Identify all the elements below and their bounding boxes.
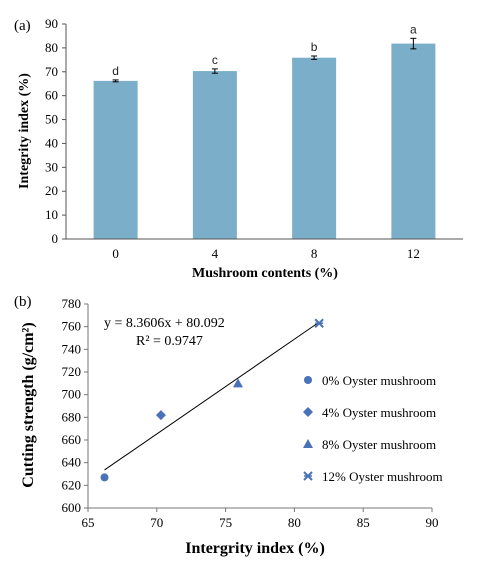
significance-letter: b <box>311 40 318 54</box>
panel-b-x-tick-label: 80 <box>288 515 301 530</box>
panel-b-y-ticks: 600 620 640 660 680 700 720 740 760 780 <box>62 296 88 515</box>
panel-a-y-tick-label: 70 <box>45 64 58 79</box>
panel-a-y-tick-label: 30 <box>45 159 58 174</box>
panel-a-y-tick-label: 80 <box>45 40 58 55</box>
panel-a-y-tick-label: 20 <box>45 183 58 198</box>
panel-a-y-tick-label: 0 <box>52 231 59 246</box>
panel-b-x-tick-label: 70 <box>150 515 163 530</box>
panel-b-x-tick-label: 75 <box>219 515 232 530</box>
panel-a-y-ticks: 0 10 20 30 40 50 60 70 80 90 <box>45 16 66 246</box>
bar <box>391 43 436 239</box>
panel-b-legend: 0% Oyster mushroom 4% Oyster mushroom 8% O… <box>303 373 443 484</box>
trendline <box>104 321 320 471</box>
r-squared: R² = 0.9747 <box>136 334 203 349</box>
panel-b-y-tick-label: 760 <box>62 319 82 334</box>
bar <box>292 57 337 239</box>
panel-b-y-tick-label: 680 <box>62 409 82 424</box>
data-point <box>100 473 109 482</box>
panel-b-y-tick-label: 640 <box>62 455 82 470</box>
significance-letter: a <box>410 22 417 36</box>
data-point <box>314 318 324 328</box>
panel-a-x-tick-label: 12 <box>407 246 420 261</box>
panel-b-x-title: Intergrity index (%) <box>185 540 325 557</box>
panel-a-x-tick-label: 4 <box>212 246 219 261</box>
panel-b-y-tick-label: 620 <box>62 477 82 492</box>
panel-b-y-tick-label: 600 <box>62 500 82 515</box>
legend-label: 4% Oyster mushroom <box>322 405 436 420</box>
panel-a-x-tick-label: 0 <box>112 246 119 261</box>
legend-label: 8% Oyster mushroom <box>322 437 436 452</box>
panel-a-x-ticks: 0 4 8 12 <box>112 246 420 261</box>
bar <box>192 71 237 239</box>
panel-a-y-tick-label: 90 <box>45 16 58 31</box>
panel-b-label: (b) <box>14 294 32 310</box>
panel-a-y-tick-label: 50 <box>45 112 58 127</box>
bar <box>93 80 138 239</box>
panel-b-y-title: Cutting strength (g/cm²) <box>20 322 37 487</box>
panel-a-label: (a) <box>14 18 31 34</box>
panel-a-y-title: Integrity index (%) <box>17 73 32 189</box>
panel-a-y-tick-label: 10 <box>45 207 58 222</box>
panel-b: (b) 600 620 640 660 680 700 720 740 760 780 65 70 7… <box>14 294 443 557</box>
legend-label: 12% Oyster mushroom <box>322 469 443 484</box>
panel-b-points <box>100 318 324 482</box>
significance-letter: d <box>112 64 119 78</box>
data-point <box>232 378 243 388</box>
legend-marker <box>304 376 312 384</box>
panel-a-y-tick-label: 60 <box>45 88 58 103</box>
panel-b-y-tick-label: 740 <box>62 341 82 356</box>
panel-a-x-title: Mushroom contents (%) <box>192 266 338 281</box>
panel-b-y-tick-label: 660 <box>62 432 82 447</box>
panel-b-x-tick-label: 85 <box>357 515 370 530</box>
trendline-equation: y = 8.3606x + 80.092 <box>104 316 225 331</box>
panel-b-x-tick-label: 65 <box>82 515 95 530</box>
panel-a-bars: d c b a <box>93 22 436 239</box>
legend-marker <box>303 407 313 417</box>
panel-b-y-tick-label: 700 <box>62 387 82 402</box>
panel-a-x-tick-label: 8 <box>311 246 318 261</box>
panel-a-y-tick-label: 40 <box>45 135 58 150</box>
significance-letter: c <box>212 53 218 67</box>
panel-b-y-tick-label: 780 <box>62 296 82 311</box>
panel-b-x-tick-label: 90 <box>426 515 439 530</box>
legend-marker <box>303 439 313 448</box>
legend-marker <box>303 471 313 481</box>
panel-a: (a) 0 10 20 30 40 50 60 70 80 90 d c b a 0 4 8 12 Mushr… <box>14 16 463 281</box>
legend-label: 0% Oyster mushroom <box>322 373 436 388</box>
data-point <box>155 410 166 421</box>
panel-b-x-ticks: 65 70 75 80 85 90 <box>82 508 439 530</box>
panel-b-y-tick-label: 720 <box>62 364 82 379</box>
